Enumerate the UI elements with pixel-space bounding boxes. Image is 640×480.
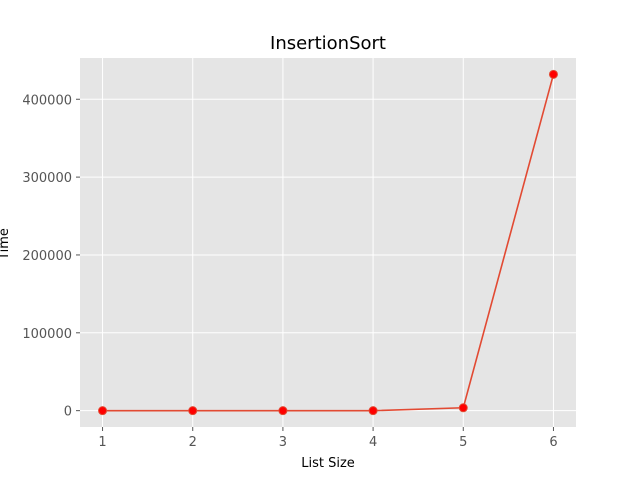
x-tick-label: 2	[189, 435, 197, 450]
data-point	[458, 403, 468, 413]
x-tick-label: 4	[369, 435, 377, 450]
y-axis-label: Time	[0, 228, 12, 261]
data-point	[278, 406, 288, 416]
y-tick-label: 0	[64, 405, 72, 420]
data-point	[98, 406, 108, 416]
data-point	[188, 406, 198, 416]
x-tick-label: 5	[459, 435, 467, 450]
plot-background	[80, 58, 576, 427]
data-point	[548, 69, 558, 79]
y-tick-label: 400000	[22, 93, 72, 108]
x-axis-label: List Size	[301, 456, 355, 471]
y-tick-label: 200000	[22, 249, 72, 264]
data-point	[368, 406, 378, 416]
y-tick-labels: 0 100000 200000 300000 400000	[22, 93, 72, 419]
series-line	[102, 74, 555, 412]
chart-title: InsertionSort	[270, 33, 386, 54]
series-line-group	[98, 69, 558, 416]
x-tick-label: 1	[98, 435, 106, 450]
y-tick-label: 300000	[22, 171, 72, 186]
x-tick-label: 6	[549, 435, 557, 450]
x-tick-labels: 1 2 3 4 5 6	[98, 435, 557, 450]
y-tick-label: 100000	[22, 327, 72, 342]
x-tick-label: 3	[279, 435, 287, 450]
